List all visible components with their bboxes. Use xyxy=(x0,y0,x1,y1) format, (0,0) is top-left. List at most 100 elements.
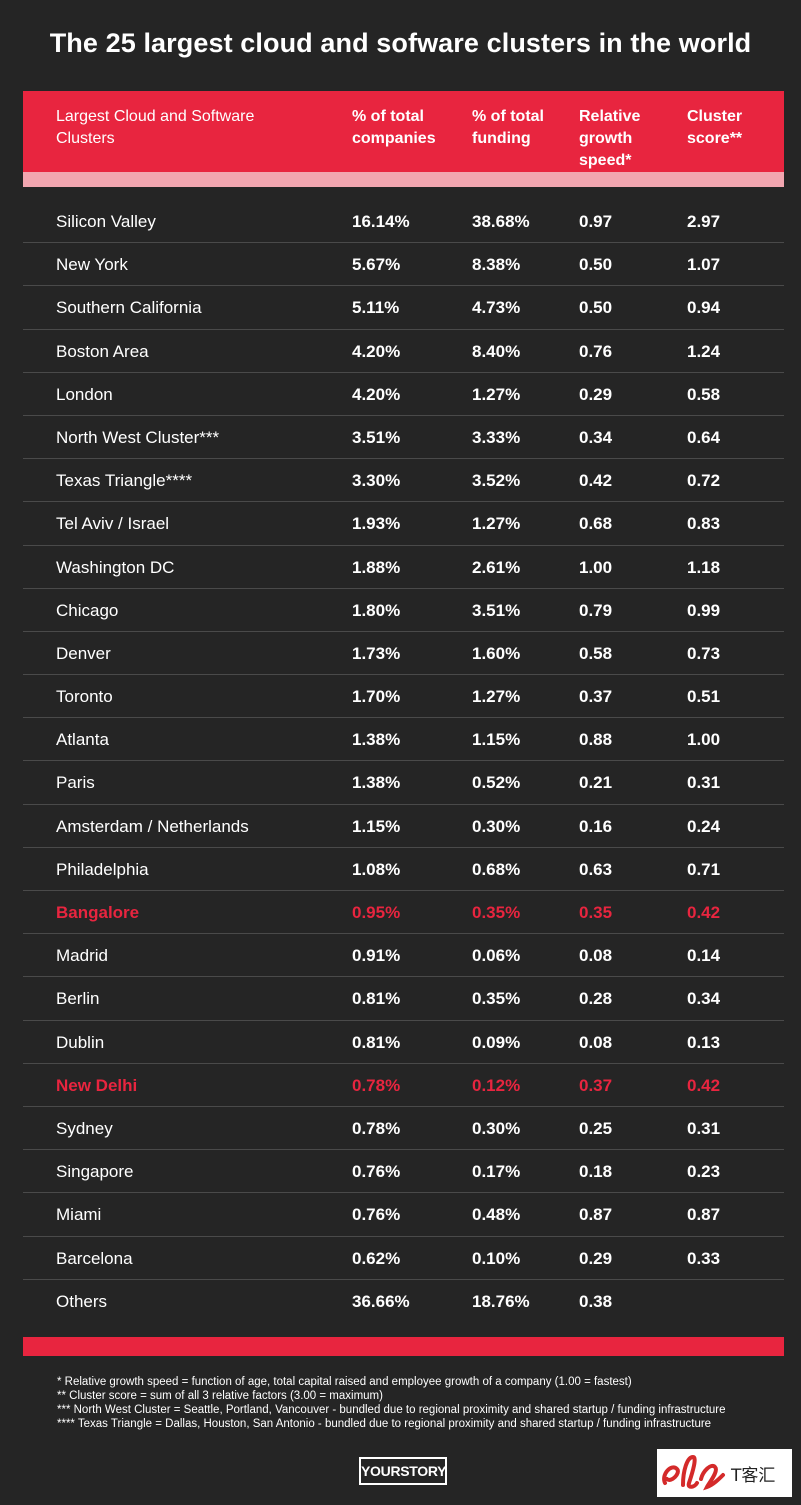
header-cell-growth: Relative growth speed* xyxy=(579,106,640,172)
header-label-line: Largest Cloud and Software xyxy=(56,108,255,125)
funding-share-cell: 0.52% xyxy=(472,773,521,793)
funding-share-cell: 1.27% xyxy=(472,514,521,534)
companies-share-cell: 3.51% xyxy=(352,427,401,447)
cluster-score-cell: 0.73 xyxy=(687,643,721,663)
funding-share-cell: 0.30% xyxy=(472,1118,521,1138)
table-row: Tel Aviv / Israel 1.93% 1.27% 0.68 0.83 xyxy=(23,502,784,546)
cluster-name-cell: Others xyxy=(56,1291,108,1311)
table-row: Chicago 1.80% 3.51% 0.79 0.99 xyxy=(23,589,784,632)
cluster-score-cell: 0.13 xyxy=(687,1032,721,1052)
cluster-score-cell: 0.23 xyxy=(687,1162,721,1182)
companies-share-cell: 16.14% xyxy=(352,212,410,231)
cluster-score-cell: 1.24 xyxy=(687,341,721,361)
companies-share-cell: 0.81% xyxy=(352,1032,401,1052)
companies-share-cell: 0.76% xyxy=(352,1162,401,1182)
header-cell-funding: % of total funding xyxy=(472,106,544,150)
companies-share-cell: 1.88% xyxy=(352,557,401,577)
companies-share-cell: 1.73% xyxy=(352,643,401,663)
cluster-name-cell: Silicon Valley xyxy=(56,212,156,231)
table-row: Dublin 0.81% 0.09% 0.08 0.13 xyxy=(23,1021,784,1064)
companies-share-cell: 1.15% xyxy=(352,816,401,836)
cluster-score-cell: 2.97 xyxy=(687,212,721,231)
growth-speed-cell: 0.63 xyxy=(579,859,613,879)
funding-share-cell: 0.09% xyxy=(472,1032,521,1052)
funding-share-cell: 1.27% xyxy=(472,687,521,707)
cluster-name-cell: Bangalore xyxy=(56,903,140,922)
cluster-name-cell: Miami xyxy=(56,1205,102,1225)
cluster-score-cell: 0.42 xyxy=(687,1075,721,1095)
growth-speed-cell: 0.29 xyxy=(579,384,613,404)
companies-share-cell: 1.38% xyxy=(352,773,401,793)
growth-speed-cell: 0.34 xyxy=(579,427,613,447)
header-cell-companies: % of total companies xyxy=(352,106,436,150)
cluster-score-cell: 0.87 xyxy=(687,1205,721,1225)
companies-share-cell: 36.66% xyxy=(352,1291,410,1311)
table-row: New Delhi 0.78% 0.12% 0.37 0.42 xyxy=(23,1064,784,1107)
footer-accent-bar xyxy=(23,1337,784,1356)
chart-title: The 25 largest cloud and sofware cluster… xyxy=(49,28,752,58)
table-row: Amsterdam / Netherlands 1.15% 0.30% 0.16 0.2… xyxy=(23,805,784,848)
funding-share-cell: 0.35% xyxy=(472,903,521,922)
cluster-score-cell: 0.83 xyxy=(687,514,721,534)
growth-speed-cell: 0.37 xyxy=(579,1075,613,1095)
cluster-score-cell: 1.00 xyxy=(687,730,721,750)
companies-share-cell: 0.62% xyxy=(352,1248,401,1268)
growth-speed-cell: 0.68 xyxy=(579,514,613,534)
funding-share-cell: 8.38% xyxy=(472,255,521,275)
growth-speed-cell: 0.16 xyxy=(579,816,613,836)
header-label-line: % of total xyxy=(472,108,544,125)
growth-speed-cell: 0.87 xyxy=(579,1205,613,1225)
companies-share-cell: 0.91% xyxy=(352,946,401,966)
funding-share-cell: 0.06% xyxy=(472,946,521,966)
header-cell-cluster: Largest Cloud and Software Clusters xyxy=(56,106,254,150)
cluster-name-cell: Texas Triangle**** xyxy=(56,471,193,491)
growth-speed-cell: 0.50 xyxy=(579,255,613,275)
companies-share-cell: 1.70% xyxy=(352,687,401,707)
cluster-name-cell: New York xyxy=(56,255,128,275)
cluster-score-cell: 0.51 xyxy=(687,687,721,707)
table-row: Texas Triangle**** 3.30% 3.52% 0.42 0.72 xyxy=(23,459,784,503)
table-row: Toronto 1.70% 1.27% 0.37 0.51 xyxy=(23,675,784,719)
header-accent-strip xyxy=(23,172,784,187)
growth-speed-cell: 0.25 xyxy=(579,1118,613,1138)
companies-share-cell: 4.20% xyxy=(352,384,401,404)
companies-share-cell: 4.20% xyxy=(352,341,401,361)
cluster-score-cell: 0.31 xyxy=(687,773,721,793)
cluster-score-cell: 0.24 xyxy=(687,816,721,836)
table-row: North West Cluster*** 3.51% 3.33% 0.34 0.64 xyxy=(23,416,784,460)
header-label-line: Cluster xyxy=(687,108,743,125)
companies-share-cell: 0.78% xyxy=(352,1075,401,1095)
table-row: Sydney 0.78% 0.30% 0.25 0.31 xyxy=(23,1107,784,1151)
cluster-name-cell: Sydney xyxy=(56,1118,113,1138)
cluster-score-cell: 1.07 xyxy=(687,255,721,275)
funding-share-cell: 18.76% xyxy=(472,1291,530,1311)
companies-share-cell: 1.80% xyxy=(352,600,401,620)
funding-share-cell: 0.48% xyxy=(472,1205,521,1225)
growth-speed-cell: 0.28 xyxy=(579,989,613,1009)
logo-text: T客汇 xyxy=(730,1466,775,1486)
cluster-name-cell: Barcelona xyxy=(56,1248,133,1268)
growth-speed-cell: 0.08 xyxy=(579,946,613,966)
funding-share-cell: 0.10% xyxy=(472,1248,521,1268)
yourstory-logo: YOURSTORY xyxy=(359,1457,447,1485)
table-row: Boston Area 4.20% 8.40% 0.76 1.24 xyxy=(23,330,784,373)
header-label-line: speed* xyxy=(579,152,632,169)
footnote: **** Texas Triangle = Dallas, Houston, S… xyxy=(57,1418,712,1430)
cluster-name-cell: Amsterdam / Netherlands xyxy=(56,816,249,836)
table-row: Barcelona 0.62% 0.10% 0.29 0.33 xyxy=(23,1237,784,1280)
funding-share-cell: 1.15% xyxy=(472,730,521,750)
table-row: Berlin 0.81% 0.35% 0.28 0.34 xyxy=(23,977,784,1021)
cluster-name-cell: Philadelphia xyxy=(56,859,149,879)
table-row: New York 5.67% 8.38% 0.50 1.07 xyxy=(23,243,784,287)
cluster-score-cell: 0.64 xyxy=(687,427,721,447)
growth-speed-cell: 0.88 xyxy=(579,730,613,750)
cluster-name-cell: London xyxy=(56,384,113,404)
table-row: London 4.20% 1.27% 0.29 0.58 xyxy=(23,373,784,416)
funding-share-cell: 0.17% xyxy=(472,1162,521,1182)
header-label-line: funding xyxy=(472,130,531,147)
footnote: *** North West Cluster = Seattle, Portla… xyxy=(57,1404,726,1416)
table-row: Atlanta 1.38% 1.15% 0.88 1.00 xyxy=(23,718,784,762)
funding-share-cell: 8.40% xyxy=(472,341,521,361)
growth-speed-cell: 1.00 xyxy=(579,557,613,577)
cluster-name-cell: Atlanta xyxy=(56,730,109,750)
